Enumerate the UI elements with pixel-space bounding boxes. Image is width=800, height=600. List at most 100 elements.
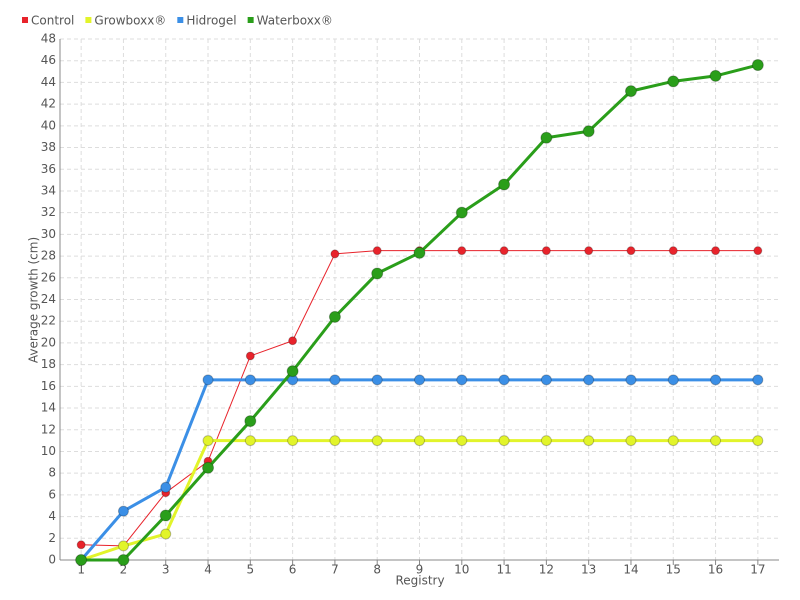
x-tick-label: 12: [539, 563, 554, 577]
y-tick-label: 0: [48, 553, 56, 567]
data-point: [455, 206, 468, 219]
legend-label: Hidrogel: [186, 14, 236, 28]
data-point: [584, 246, 594, 256]
legend-swatch: [177, 17, 184, 23]
legend-label: Control: [31, 14, 74, 28]
y-tick-label: 12: [41, 422, 56, 436]
data-point: [76, 540, 86, 550]
data-point: [710, 435, 722, 447]
y-tick-label: 22: [41, 314, 56, 328]
data-point: [371, 267, 384, 280]
data-point: [624, 85, 637, 98]
data-point: [668, 246, 678, 256]
data-point: [160, 481, 172, 493]
legend-swatch: [247, 17, 254, 23]
x-axis-label: Registry: [395, 574, 444, 588]
data-point: [287, 435, 299, 447]
x-tick-label: 6: [289, 563, 297, 577]
data-point: [751, 59, 764, 72]
y-tick-label: 8: [48, 466, 56, 480]
legend-label: Waterboxx®: [257, 14, 333, 28]
y-tick-label: 30: [41, 227, 56, 241]
data-point: [752, 374, 764, 386]
y-tick-label: 32: [41, 205, 56, 219]
legend-swatch: [22, 17, 28, 23]
data-point: [414, 435, 425, 447]
x-tick-label: 8: [373, 563, 381, 577]
x-tick-label: 5: [247, 563, 255, 577]
data-point: [711, 246, 721, 256]
data-point: [498, 374, 510, 386]
data-point: [583, 435, 595, 447]
x-tick-label: 3: [162, 563, 170, 577]
y-tick-label: 28: [41, 249, 56, 263]
y-tick-label: 16: [41, 379, 56, 393]
x-tick-label: 4: [204, 563, 212, 577]
data-point: [540, 374, 552, 386]
data-point: [710, 374, 722, 386]
data-point: [541, 246, 551, 256]
data-point: [371, 435, 383, 447]
data-point: [372, 246, 382, 256]
x-tick-label: 9: [416, 563, 424, 577]
data-point: [498, 178, 511, 191]
x-tick-label: 14: [623, 563, 638, 577]
data-point: [160, 528, 172, 540]
data-point: [540, 131, 553, 144]
data-point: [752, 435, 764, 447]
data-point: [413, 246, 426, 259]
data-point: [286, 365, 299, 378]
y-tick-label: 4: [48, 509, 56, 523]
y-tick-label: 36: [41, 162, 56, 176]
data-point: [456, 374, 468, 386]
data-point: [667, 435, 679, 447]
y-tick-label: 40: [41, 118, 56, 132]
data-point: [371, 374, 383, 386]
data-point: [625, 374, 637, 386]
data-point: [456, 435, 468, 447]
data-point: [329, 435, 341, 447]
data-point: [329, 374, 341, 386]
x-tick-label: 17: [750, 563, 765, 577]
legend-label: Growboxx®: [94, 14, 166, 28]
data-point: [117, 505, 129, 517]
data-point: [498, 435, 510, 447]
x-tick-label: 7: [331, 563, 339, 577]
y-tick-label: 14: [41, 401, 56, 415]
y-tick-label: 46: [41, 53, 56, 67]
y-tick-label: 34: [41, 183, 56, 197]
y-tick-label: 10: [41, 444, 56, 458]
data-point: [582, 125, 595, 138]
data-point: [75, 554, 88, 566]
data-point: [667, 374, 679, 386]
data-point: [753, 246, 763, 256]
data-point: [202, 435, 214, 447]
y-tick-label: 18: [41, 357, 56, 371]
data-point: [330, 249, 340, 259]
y-tick-label: 6: [48, 487, 56, 501]
x-tick-label: 11: [496, 563, 511, 577]
data-point: [244, 435, 256, 447]
x-tick-label: 13: [581, 563, 596, 577]
legend-swatch: [85, 17, 92, 23]
y-tick-label: 2: [48, 531, 56, 545]
x-tick-label: 1: [77, 563, 85, 577]
data-point: [709, 69, 722, 82]
data-point: [202, 461, 215, 474]
data-point: [288, 336, 298, 346]
data-point: [626, 246, 636, 256]
series-line: [80, 439, 758, 562]
data-point: [540, 435, 552, 447]
data-point: [202, 374, 214, 386]
data-point: [625, 435, 637, 447]
y-tick-label: 42: [41, 97, 56, 111]
y-tick-label: 20: [41, 335, 56, 349]
data-point: [117, 540, 129, 552]
data-point: [244, 374, 256, 386]
data-point: [583, 374, 595, 386]
x-tick-label: 16: [708, 563, 723, 577]
data-point: [117, 554, 130, 566]
y-tick-label: 24: [41, 292, 56, 306]
y-tick-label: 48: [41, 32, 56, 46]
